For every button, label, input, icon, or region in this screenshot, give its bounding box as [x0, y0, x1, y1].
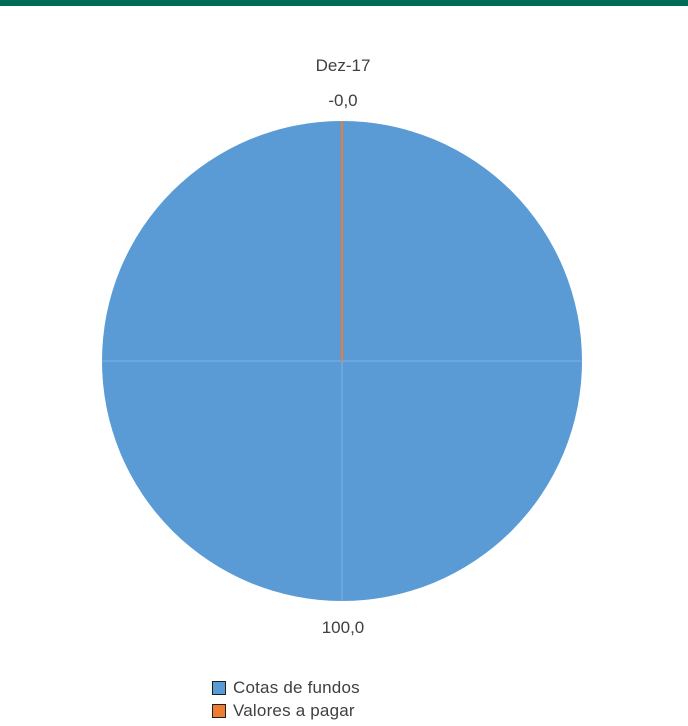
legend: Cotas de fundos Valores a pagar	[212, 676, 360, 722]
legend-label: Cotas de fundos	[233, 677, 360, 697]
legend-item-valores-a-pagar: Valores a pagar	[212, 699, 360, 722]
legend-label: Valores a pagar	[233, 700, 355, 720]
legend-swatch-cotas-de-fundos	[212, 680, 226, 695]
top-accent-bar	[0, 0, 688, 6]
chart-title: Dez-17	[316, 56, 371, 75]
data-label-cotas-de-fundos: 100,0	[322, 618, 365, 637]
pie-chart: Dez-17 -0,0 100,0	[102, 56, 582, 637]
legend-item-cotas-de-fundos: Cotas de fundos	[212, 676, 360, 699]
legend-swatch-valores-a-pagar	[212, 703, 226, 718]
data-label-valores-a-pagar: -0,0	[328, 91, 357, 110]
